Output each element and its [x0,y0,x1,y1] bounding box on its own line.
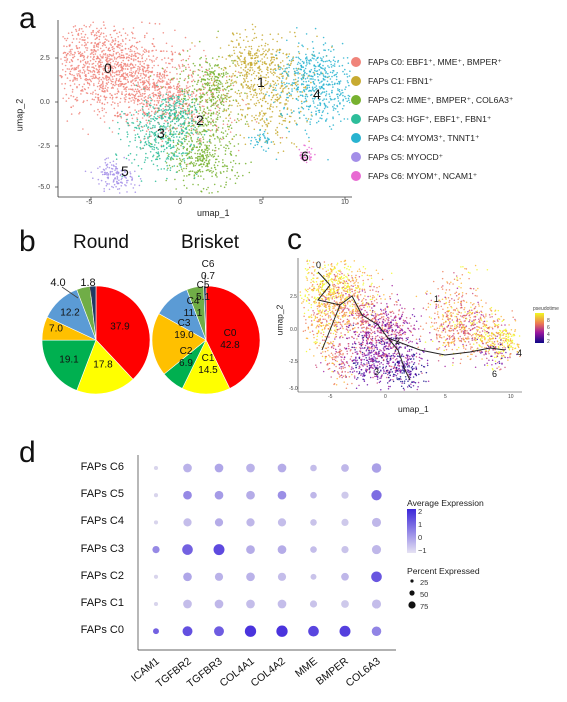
dot-plot-row-label: FAPs C4 [50,515,124,527]
dot-plot-dot [154,493,158,497]
dot-plot-dot [154,602,158,606]
pie-round-data-label: 1.8 [80,277,95,289]
dot-plot-dot [183,572,192,581]
dot-plot-dot [371,571,382,582]
dot-plot-dot [278,518,286,526]
dot-plot-dot [246,491,255,500]
dot-plot-row-label: FAPs C1 [50,597,124,609]
dot-plot-dot [214,626,224,636]
dot-plot-dot [341,519,348,526]
dot-plot-dot [278,545,287,554]
percent-legend-dot [408,601,415,608]
dot-plot-dot [152,546,159,553]
dot-plot-dot [246,572,255,581]
dot-plot-dot [371,490,381,500]
dot-plot-dot [183,491,192,500]
pie-brisket-data-label: C6 0.7 [201,259,215,283]
dot-plot-dot [215,464,224,473]
dot-plot-dot [308,626,319,637]
dot-plot-dot [182,544,193,555]
dot-plot-dot [154,520,158,524]
dot-plot-row-label: FAPs C3 [50,543,124,555]
pie-brisket-data-label: C1 14.5 [198,353,217,377]
dot-plot-dot [245,626,256,637]
dot-plot-dot [340,626,351,637]
dot-plot-dot [215,518,223,526]
percent-legend-tick: 75 [420,602,428,611]
dot-plot-dot [215,600,224,609]
pie-round-data-label: 17.8 [93,360,112,371]
dot-plot-dot [372,599,381,608]
dot-plot-dot [310,492,317,499]
percent-legend-dot [409,590,414,595]
dot-plot-dot [278,464,287,473]
dot-plot-row-label: FAPs C5 [50,488,124,500]
dot-plot-dot [372,463,382,473]
percent-legend-title: Percent Expressed [407,566,480,576]
dot-plot-dot [372,545,381,554]
dot-plot-dot [341,600,349,608]
expression-legend-tick: 1 [418,520,422,529]
dot-plot-dot [183,518,191,526]
expression-colorbar [407,509,416,553]
dot-plot-row-label: FAPs C6 [50,461,124,473]
dot-plot-dot [154,575,158,579]
dot-plot-dot [372,518,381,527]
dot-plot-dot [276,626,287,637]
dot-plot-dot [153,628,159,634]
dot-plot-dot [183,464,192,473]
dot-plot-dot [246,545,255,554]
dot-plot-dot [246,600,255,609]
pie-round-data-label: 37.9 [110,322,129,333]
pie-brisket-data-label: C3 19.0 [174,318,193,342]
dot-plot-dot [246,464,255,473]
dot-plot-dot [341,464,349,472]
dot-plot-row-label: FAPs C0 [50,624,124,636]
dot-plot-dot [246,518,254,526]
dot-plot-dot [372,626,382,636]
dot-plot-dot [278,491,287,500]
pie-round-data-label: 4.0 [50,277,65,289]
dot-plot-dot [215,491,224,500]
pie-round-data-label: 12.2 [60,308,79,319]
expression-legend-tick: 2 [418,507,422,516]
expression-legend-tick: −1 [418,546,427,555]
dot-plot-dot [215,573,223,581]
dot-plot-dot [214,544,225,555]
pie-round-data-label: 7.0 [49,324,63,335]
percent-legend-tick: 50 [420,590,428,599]
dot-plot-dot [341,546,348,553]
dot-plot-dot [183,600,192,609]
dot-plot-dot [278,573,286,581]
pie-brisket-data-label: C5 5.1 [196,280,210,304]
percent-legend-tick: 25 [420,578,428,587]
dot-plot-dot [310,600,317,607]
percent-legend-dot [410,579,413,582]
dot-plot-dot [310,546,317,553]
dot-plot-dot [341,492,348,499]
dot-plot-dot [311,574,317,580]
dot-plot-dot [310,465,317,472]
pie-brisket-data-label: C0 42.8 [220,328,239,352]
pie-round-data-label: 19.1 [59,355,78,366]
dot-plot-dot [154,466,158,470]
dot-plot-dot [341,573,349,581]
dot-plot-dot [310,519,317,526]
pie-brisket-data-label: C2 6.9 [179,346,193,370]
expression-legend-tick: 0 [418,533,422,542]
dot-plot-dot [183,626,193,636]
dot-plot-row-label: FAPs C2 [50,570,124,582]
dot-plot-dot [278,600,287,609]
